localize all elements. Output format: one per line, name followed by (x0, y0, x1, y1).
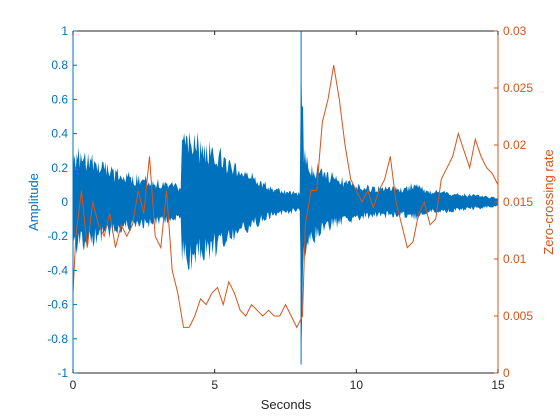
left-tick-label: -0.2 (47, 229, 68, 243)
right-tick-label: 0.03 (503, 24, 527, 38)
right-axis-title: Zero-crossing rate (541, 149, 556, 254)
left-tick-label: 1 (61, 24, 68, 38)
zero-crossing-rate-line (72, 65, 499, 329)
left-tick-label: 0 (61, 195, 68, 209)
left-tick-label: -0.8 (47, 332, 68, 346)
bottom-tick-label: 5 (211, 378, 218, 392)
amplitude-waveform (73, 65, 498, 362)
right-tick-label: 0.005 (503, 309, 533, 323)
left-tick-label: -1 (57, 366, 68, 380)
left-tick-label: 0.6 (51, 92, 68, 106)
bottom-axis-title: Seconds (261, 397, 312, 412)
left-tick-label: -0.6 (47, 298, 68, 312)
right-tick-label: 0 (503, 366, 510, 380)
left-tick-label: 0.2 (51, 161, 68, 175)
right-tick-label: 0.025 (503, 81, 533, 95)
bottom-axis-ticks: 0 5 10 15 (70, 31, 505, 392)
bottom-tick-label: 15 (491, 378, 505, 392)
bottom-tick-label: 10 (350, 378, 364, 392)
left-tick-label: 0.4 (51, 127, 68, 141)
right-tick-label: 0.015 (503, 195, 533, 209)
plot-area (72, 31, 499, 373)
right-axis-ticks: 0 0.005 0.01 0.015 0.02 0.025 0.03 (494, 24, 533, 380)
left-axis-title: Amplitude (26, 173, 41, 231)
left-axis-ticks: -1 -0.8 -0.6 -0.4 -0.2 0 0.2 0.4 0.6 0.8 1 (47, 24, 77, 380)
right-tick-label: 0.02 (503, 138, 527, 152)
left-tick-label: -0.4 (47, 263, 68, 277)
right-tick-label: 0.01 (503, 252, 527, 266)
bottom-tick-label: 0 (70, 378, 77, 392)
left-tick-label: 0.8 (51, 58, 68, 72)
